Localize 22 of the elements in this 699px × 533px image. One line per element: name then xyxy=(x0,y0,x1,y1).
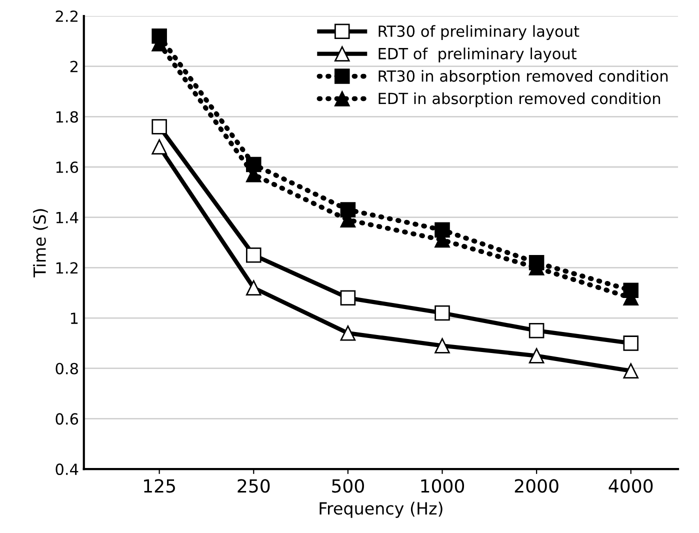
x-tick-label: 500 xyxy=(332,479,364,493)
y-tick-label: 0.6 xyxy=(56,413,78,425)
x-tick-label: 2000 xyxy=(514,479,558,493)
y-tick-label: 0.8 xyxy=(56,362,78,374)
legend-label: EDT of preliminary layout xyxy=(378,48,576,62)
x-tick-label: 250 xyxy=(238,479,270,493)
legend-label: EDT in absorption removed condition xyxy=(378,92,660,108)
y-axis-title: Time (S) xyxy=(33,209,48,278)
legend-label: RT30 in absorption removed condition xyxy=(378,70,668,85)
x-tick-label: 1000 xyxy=(421,479,464,493)
y-tick-label: 1.8 xyxy=(56,111,78,123)
legend-label: RT30 of preliminary layout xyxy=(378,25,580,40)
y-tick-label: 1 xyxy=(70,312,78,324)
y-tick-label: 1.2 xyxy=(56,262,78,274)
y-tick-label: 0.4 xyxy=(56,464,78,476)
y-tick-label: 1.6 xyxy=(56,161,78,174)
y-tick-label: 1.4 xyxy=(56,212,78,224)
y-tick-label: 2 xyxy=(70,60,78,72)
x-tick-label: 4000 xyxy=(608,479,653,493)
x-tick-label: 125 xyxy=(144,479,175,493)
x-axis-title: Frequency (Hz) xyxy=(320,502,442,518)
y-tick-label: 2.2 xyxy=(56,10,78,22)
